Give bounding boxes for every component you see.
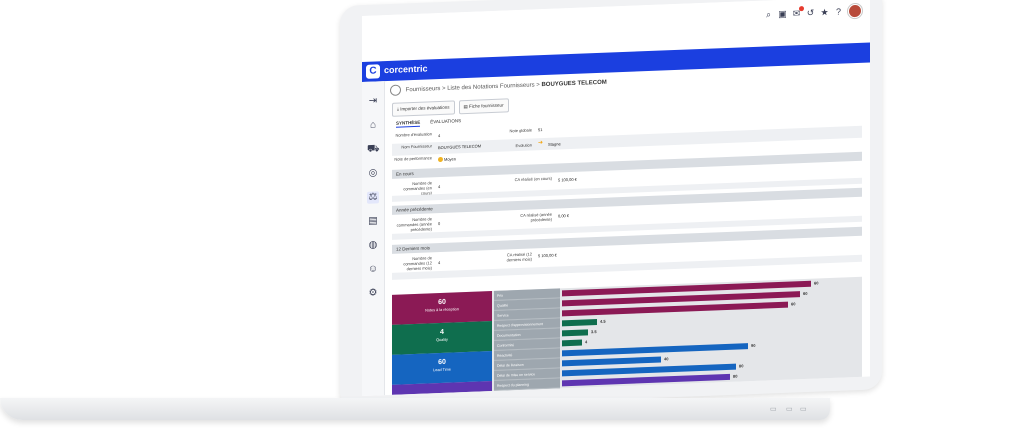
criterion-value: 90 xyxy=(751,342,756,349)
annee-precedente-commandes-label: Nombre de commandes (année précédente) xyxy=(396,216,432,233)
criterion-value: 3.5 xyxy=(591,328,597,335)
import-evaluations-button[interactable]: ⤓ Importer des évaluations xyxy=(392,100,455,117)
tab-synthese[interactable]: SYNTHÈSE xyxy=(396,119,421,128)
criterion-value: 80 xyxy=(739,363,744,369)
note-performance-label: Note de performance xyxy=(394,155,432,162)
catalog-icon[interactable]: ◎ xyxy=(368,167,378,179)
breadcrumb-item-current: BOUYGUES TELECOM xyxy=(541,79,607,89)
app-screen: ⌕ ▣ ✉ ↺ ★ ? C corcentric ⇥ ⌂ ⛟ ◎ ⚖ ▤ ◍ ☺… xyxy=(362,0,870,396)
criterion-bar xyxy=(562,339,582,347)
category-block[interactable]: 4 Quality xyxy=(392,321,492,355)
toolbar: ⤓ Importer des évaluations ▤ Fiche fourn… xyxy=(392,98,509,117)
budget-icon[interactable]: ◍ xyxy=(368,239,378,251)
avatar[interactable] xyxy=(848,3,862,19)
tab-evaluations[interactable]: ÉVALUATIONS xyxy=(430,118,462,125)
power-indicator-icon: ▭ xyxy=(800,406,807,413)
settings-icon[interactable]: ⚙ xyxy=(368,287,378,299)
warning-icon xyxy=(438,157,443,163)
breadcrumb-item-suppliers[interactable]: Fournisseurs xyxy=(405,86,441,94)
douze-mois-ca-label: CA réalisé (12 derniers mois) xyxy=(506,251,532,263)
en-cours-ca-value: 5 100,00 € xyxy=(558,176,577,183)
trend-arrow-icon: ➜ xyxy=(538,140,544,147)
annee-precedente-commandes-value: 0 xyxy=(438,220,441,227)
evolution-value: Stagne xyxy=(548,141,561,147)
chat-icon[interactable]: ▣ xyxy=(778,8,787,19)
evolution-label: Evolution xyxy=(515,142,532,149)
supplier-sheet-label: Fiche fournisseur xyxy=(469,102,504,109)
breadcrumb: Fournisseurs > Liste des Notations Fourn… xyxy=(390,77,607,96)
topbar-icons: ⌕ ▣ ✉ ↺ ★ ? xyxy=(764,3,862,22)
help-icon[interactable]: ? xyxy=(835,6,841,17)
nb-eval-label: Nombre d'évaluation xyxy=(395,131,432,138)
criterion-value: 60 xyxy=(814,280,819,286)
sidebar: ⇥ ⌂ ⛟ ◎ ⚖ ▤ ◍ ☺ ⚙ xyxy=(362,81,385,396)
main-content: Fournisseurs > Liste des Notations Fourn… xyxy=(386,62,870,396)
breadcrumb-separator: > xyxy=(536,82,540,89)
breadcrumb-home-icon[interactable] xyxy=(390,84,401,96)
en-cours-ca-label: CA réalisé (en cours) xyxy=(514,175,552,183)
annee-precedente-ca-label: CA réalisé (année précédente) xyxy=(520,211,552,223)
category-block[interactable]: 60 Notes à la réception xyxy=(392,291,492,325)
expand-menu-icon[interactable]: ⇥ xyxy=(368,95,378,107)
supplier-rating-icon[interactable]: ⚖ xyxy=(367,191,379,204)
criterion-bar xyxy=(562,318,597,327)
criterion-bar xyxy=(562,356,661,367)
history-icon[interactable]: ↺ xyxy=(806,7,815,18)
brand-name: corcentric xyxy=(384,63,428,76)
performance-panel: 60 Notes à la réception 4 Quality 60 Lea… xyxy=(392,276,862,396)
nom-fournisseur-value: BOUYGUES TELECOM xyxy=(438,143,482,151)
import-evaluations-label: Importer des évaluations xyxy=(400,104,450,112)
notification-badge xyxy=(799,5,804,11)
criterion-value: 60 xyxy=(803,290,808,297)
criterion-bar xyxy=(562,343,748,357)
favorites-icon[interactable]: ★ xyxy=(820,6,829,17)
criterion-value: 4 xyxy=(585,339,588,345)
criterion-value: 4.5 xyxy=(600,318,606,324)
criterion-value: 40 xyxy=(664,356,669,362)
nom-fournisseur-label: Nom Fournisseur xyxy=(401,143,432,150)
douze-mois-commandes-label: Nombre de commandes (12 derniers mois) xyxy=(403,255,432,272)
criterion-bar xyxy=(562,329,588,337)
breadcrumb-separator: > xyxy=(442,85,446,93)
douze-mois-ca-value: 5 100,00 € xyxy=(538,252,557,259)
note-globale-value: 51 xyxy=(538,127,543,133)
nb-eval-value: 4 xyxy=(438,132,441,139)
douze-mois-commandes-value: 4 xyxy=(438,259,441,266)
wifi-indicator-icon: ▭ xyxy=(770,406,777,413)
note-globale-label: Note globale xyxy=(509,127,532,134)
battery-indicator-icon: ▭ xyxy=(786,406,793,413)
note-performance-text: Moyen xyxy=(444,156,457,162)
breadcrumb-item-ratings-list[interactable]: Liste des Notations Fournisseurs xyxy=(447,82,535,92)
tabs: SYNTHÈSE ÉVALUATIONS xyxy=(396,118,461,128)
laptop-base: ▭ ▭ ▭ xyxy=(0,398,830,420)
users-icon[interactable]: ☺ xyxy=(367,263,379,275)
notifications-icon[interactable]: ✉ xyxy=(792,5,804,18)
invoices-icon[interactable]: ▤ xyxy=(368,215,378,227)
category-block[interactable]: 60 Lead Time xyxy=(392,351,492,385)
cart-icon[interactable]: ⛟ xyxy=(367,143,380,155)
corcentric-logo-icon[interactable]: C xyxy=(366,64,380,79)
note-performance-value: Moyen xyxy=(438,156,457,163)
criterion-value: 60 xyxy=(791,301,796,307)
criterion-value: 80 xyxy=(733,373,738,379)
annee-precedente-ca-value: 0,00 € xyxy=(558,213,570,219)
home-icon[interactable]: ⌂ xyxy=(369,119,377,131)
search-icon[interactable]: ⌕ xyxy=(765,8,772,19)
en-cours-commandes-value: 4 xyxy=(438,183,441,190)
supplier-sheet-button[interactable]: ▤ Fiche fournisseur xyxy=(458,98,509,115)
